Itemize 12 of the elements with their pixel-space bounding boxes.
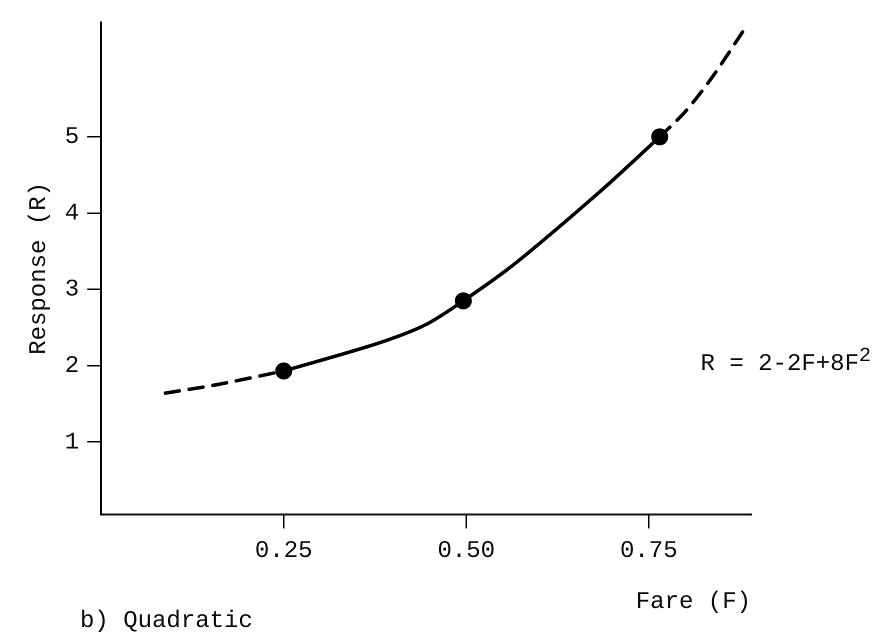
- y-tick-label: 2: [64, 353, 80, 380]
- x-axis-title: Fare (F): [636, 588, 751, 616]
- annotation: R = 2-2F+8F$^{2}$: [700, 345, 871, 378]
- text: b) Quadratic: [80, 608, 253, 635]
- x-tick-label: 0.75: [620, 538, 678, 566]
- y-tick-label: 1: [64, 429, 80, 456]
- x-tick-label: 0.50: [437, 538, 496, 566]
- x-tick-label: 0.25: [254, 538, 313, 566]
- y-tick-label: 5: [64, 124, 80, 152]
- y-axis-title: Response (R): [26, 182, 53, 355]
- y-tick-label: 3: [64, 276, 80, 304]
- y-tick-label: 4: [64, 200, 80, 228]
